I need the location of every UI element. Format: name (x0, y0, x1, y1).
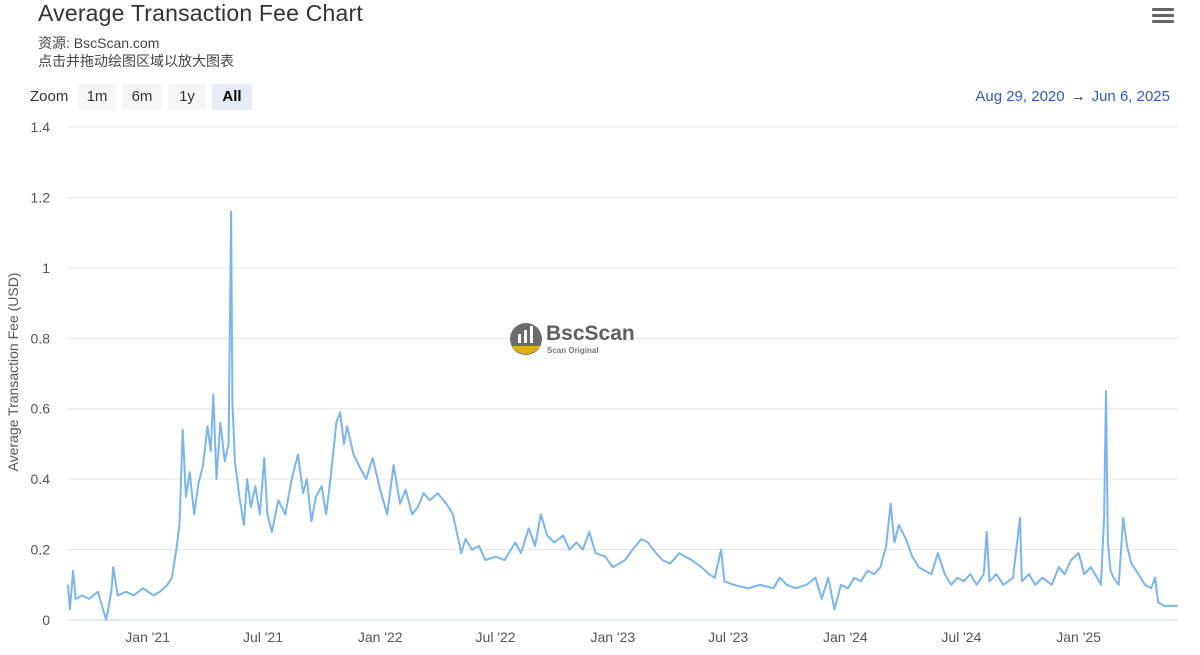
x-tick-label: Jan '24 (823, 629, 868, 645)
zoom-label: Zoom (30, 88, 69, 105)
chart-title: Average Transaction Fee Chart (38, 0, 363, 26)
x-tick-label: Jul '24 (941, 629, 981, 645)
y-tick-label: 1.2 (31, 189, 51, 205)
y-tick-label: 0.2 (31, 542, 51, 558)
watermark-tagline: Scan Original (547, 346, 599, 355)
x-tick-label: Jul '22 (476, 629, 516, 645)
chart-hint: 点击并拖动绘图区域以放大图表 (38, 53, 234, 69)
range-to[interactable]: Jun 6, 2025 (1091, 88, 1170, 105)
y-axis-label: Average Transaction Fee (USD) (5, 273, 21, 472)
y-tick-label: 1.4 (31, 119, 51, 135)
x-tick-label: Jul '21 (243, 629, 283, 645)
x-tick-label: Jan '22 (358, 629, 403, 645)
range-arrow-icon: → (1070, 88, 1086, 105)
x-axis-ticks: Jan '21 Jul '21 Jan '22 Jul '22 Jan '23 Jul '… (125, 629, 1101, 645)
chart-source: 资源: BscScan.com (38, 35, 160, 51)
range-from[interactable]: Aug 29, 2020 (975, 88, 1065, 105)
zoom-6m-button[interactable]: 6m (122, 84, 162, 110)
y-tick-label: 1 (42, 260, 50, 276)
zoom-1m-button[interactable]: 1m (78, 84, 116, 110)
y-tick-label: 0 (42, 612, 50, 628)
y-tick-label: 0.8 (31, 330, 51, 346)
zoom-1y-button[interactable]: 1y (168, 84, 206, 110)
series-line[interactable] (67, 210, 1178, 621)
x-tick-label: Jan '25 (1056, 629, 1101, 645)
hamburger-menu-icon[interactable] (1152, 8, 1174, 26)
x-tick-label: Jan '23 (590, 629, 635, 645)
grid-lines (68, 126, 1178, 551)
y-tick-label: 0.4 (31, 471, 51, 487)
x-tick-label: Jan '21 (125, 629, 170, 645)
x-tick-label: Jul '23 (708, 629, 748, 645)
y-axis-ticks: 0 0.2 0.4 0.6 0.8 1 1.2 1.4 (31, 119, 51, 628)
watermark-name: BscScan (546, 322, 635, 345)
watermark-logo: BscScan Scan Original (510, 322, 635, 355)
y-tick-label: 0.6 (31, 401, 51, 417)
zoom-all-button[interactable]: All (212, 84, 252, 110)
date-range: Aug 29, 2020 → Jun 6, 2025 (975, 88, 1170, 105)
